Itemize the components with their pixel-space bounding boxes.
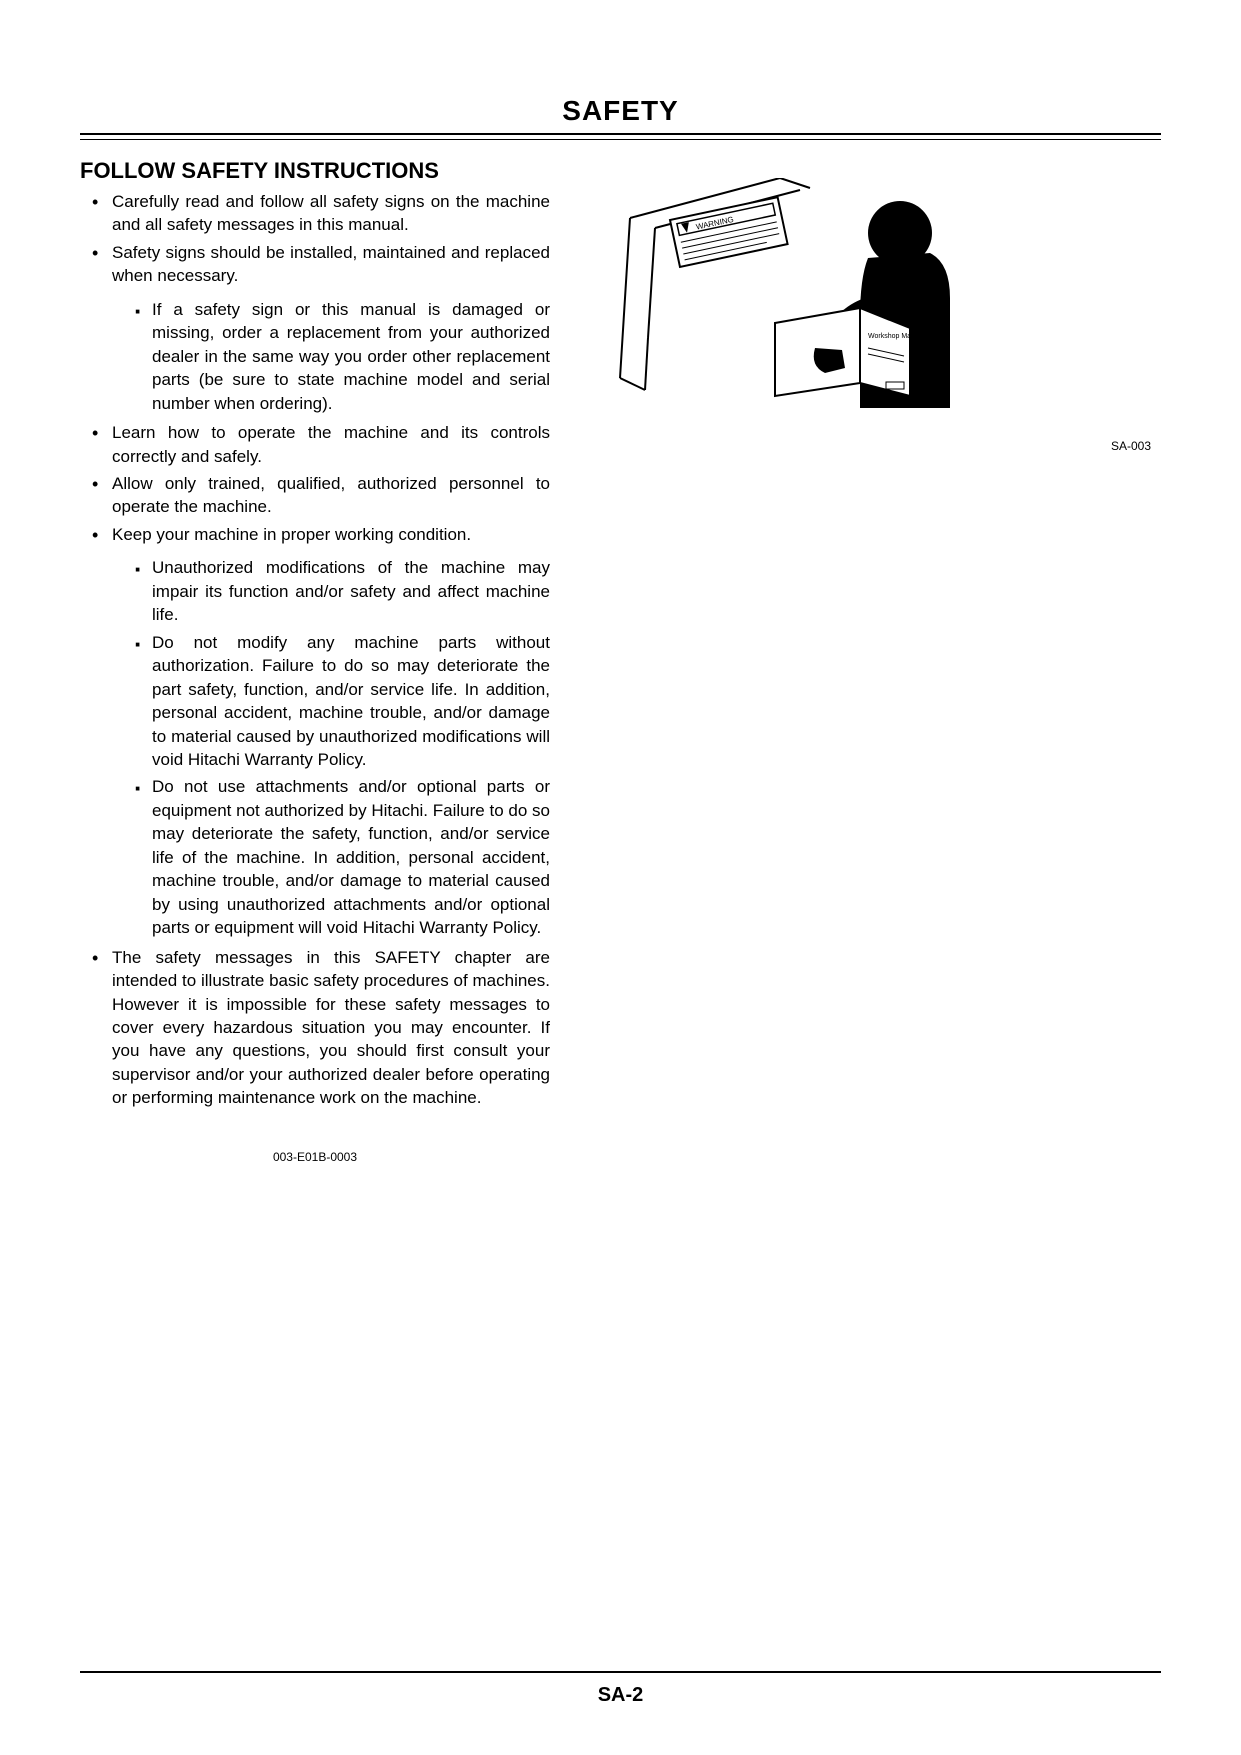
page-container: SAFETY FOLLOW SAFETY INSTRUCTIONS Carefu… (0, 0, 1241, 1755)
svg-text:Workshop Manual: Workshop Manual (868, 333, 925, 340)
sub-item: If a safety sign or this manual is damag… (138, 298, 550, 415)
page-number: SA-2 (0, 1684, 1241, 1707)
bullet-item: Allow only trained, qualified, authorize… (98, 472, 550, 519)
figure-column: WARNING (570, 158, 1161, 453)
sub-item: Do not use attachments and/or optional p… (138, 775, 550, 939)
sub-item: Do not modify any machine parts without … (138, 631, 550, 772)
sub-item: Unauthorized modifications of the machin… (138, 556, 550, 626)
footer-rule (80, 1671, 1161, 1673)
content-area: FOLLOW SAFETY INSTRUCTIONS Carefully rea… (80, 158, 1161, 1164)
document-code: 003-E01B-0003 (80, 1150, 550, 1164)
bullet-item: Learn how to operate the machine and its… (98, 421, 550, 468)
bullet-list: Carefully read and follow all safety sig… (80, 190, 550, 1110)
bullet-item: Keep your machine in proper working cond… (98, 523, 550, 940)
figure-label: SA-003 (570, 439, 1161, 453)
sub-list: If a safety sign or this manual is damag… (112, 298, 550, 415)
text-column: FOLLOW SAFETY INSTRUCTIONS Carefully rea… (80, 158, 570, 1164)
bullet-item: Carefully read and follow all safety sig… (98, 190, 550, 237)
page-title: SAFETY (80, 95, 1161, 127)
header-rule (80, 133, 1161, 140)
safety-illustration: WARNING (610, 178, 980, 428)
sub-list: Unauthorized modifications of the machin… (112, 556, 550, 939)
bullet-text: Safety signs should be installed, mainta… (112, 243, 550, 285)
bullet-item: Safety signs should be installed, mainta… (98, 241, 550, 415)
section-title: FOLLOW SAFETY INSTRUCTIONS (80, 158, 550, 184)
bullet-item: The safety messages in this SAFETY chapt… (98, 946, 550, 1110)
bullet-text: Keep your machine in proper working cond… (112, 525, 471, 544)
